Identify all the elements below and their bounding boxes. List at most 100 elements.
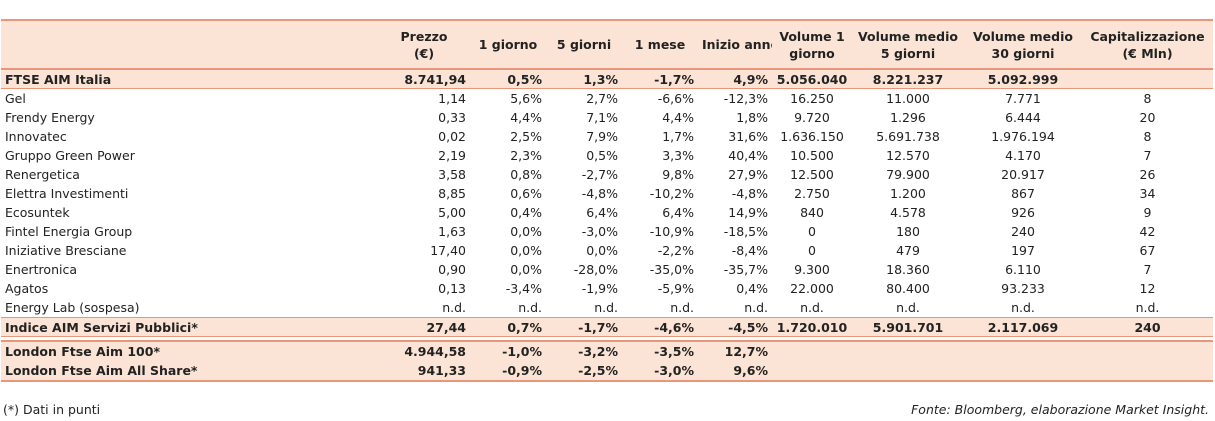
table-cell: n.d. <box>1135 300 1160 315</box>
table-cell: -2,5% <box>546 361 622 382</box>
header-capitalizzazione: Capitalizzazione (€ Mln) <box>1082 19 1213 70</box>
table-cell: 11.000 <box>886 91 930 106</box>
table-cell <box>772 361 852 382</box>
table-cell: 2.117.069 <box>964 317 1082 337</box>
table-cell: -35,0% <box>649 262 694 277</box>
table-cell: 1,7% <box>662 129 694 144</box>
table-cell: n.d. <box>744 300 768 315</box>
separator-cell <box>1082 336 1213 341</box>
separator-cell <box>852 336 964 341</box>
table-cell: 12.570 <box>886 148 930 163</box>
table-row: Innovatec 0,02 2,5% 7,9% 1,7% 31,6% 1.636.150 5… <box>1 127 1213 146</box>
table-cell: -2,7% <box>581 167 618 182</box>
table-cell: 0,0% <box>510 262 542 277</box>
table-row: Energy Lab (sospesa) n.d. n.d. n.d. n.d. n.d.… <box>1 298 1213 318</box>
table-cell: n.d. <box>594 300 618 315</box>
separator-cell <box>622 336 698 341</box>
row-name: Indice AIM Servizi Pubblici* <box>1 317 378 337</box>
table-cell: 7 <box>1143 262 1152 277</box>
footnote: (*) Dati in punti <box>3 402 101 417</box>
table-cell <box>964 361 1082 382</box>
table-cell: -0,9% <box>470 361 546 382</box>
table-cell: -1,7% <box>546 317 622 337</box>
header-5-giorni: 5 giorni <box>546 19 622 70</box>
table-cell: 4.170 <box>1005 148 1041 163</box>
row-name: Fintel Energia Group <box>5 224 133 239</box>
row-name: Gel <box>5 91 26 106</box>
table-cell: -5,9% <box>657 281 694 296</box>
separator-cell <box>772 336 852 341</box>
table-cell: 27,44 <box>378 317 470 337</box>
table-cell: -28,0% <box>573 262 618 277</box>
table-cell: -3,2% <box>546 340 622 361</box>
table-cell: 8 <box>1143 129 1152 144</box>
table-cell: 1.296 <box>890 110 926 125</box>
table-row: Fintel Energia Group 1,63 0,0% -3,0% -10,9% -… <box>1 222 1213 241</box>
table-cell: 12 <box>1139 281 1156 296</box>
table-row: Renergetica 3,58 0,8% -2,7% 9,8% 27,9% 12.500 7… <box>1 165 1213 184</box>
table-cell: 17,40 <box>430 243 466 258</box>
table-cell: 197 <box>1011 243 1035 258</box>
table-cell: 6,4% <box>586 205 618 220</box>
table-cell: 2,3% <box>510 148 542 163</box>
table-cell <box>964 340 1082 361</box>
table-cell: 240 <box>1082 317 1213 337</box>
table-cell: 0,8% <box>510 167 542 182</box>
table-row: Iniziative Bresciane 17,40 0,0% 0,0% -2,2% -8… <box>1 241 1213 260</box>
table-cell: 0,13 <box>438 281 466 296</box>
table-cell: 16.250 <box>790 91 834 106</box>
table-cell: 5,6% <box>510 91 542 106</box>
table-cell: -35,7% <box>723 262 768 277</box>
table-cell: 867 <box>1011 186 1035 201</box>
row-name: Energy Lab (sospesa) <box>5 300 140 315</box>
table-cell: 5.901.701 <box>852 317 964 337</box>
index-row-aim-servizi-pubblici: Indice AIM Servizi Pubblici* 27,44 0,7% -1,… <box>1 317 1213 337</box>
header-prezzo: Prezzo (€) <box>378 19 470 70</box>
table-row: Elettra Investimenti 8,85 0,6% -4,8% -10,2% -… <box>1 184 1213 203</box>
table-cell: 0,0% <box>510 243 542 258</box>
table-cell: -1,9% <box>581 281 618 296</box>
table-row: Enertronica 0,90 0,0% -28,0% -35,0% -35,7% 9.3… <box>1 260 1213 279</box>
table-cell: 1.720.010 <box>772 317 852 337</box>
table-row: Gel 1,14 5,6% 2,7% -6,6% -12,3% 16.250 11.000 7.… <box>1 89 1213 109</box>
row-name: Agatos <box>5 281 49 296</box>
table-cell: -8,4% <box>731 243 768 258</box>
table-cell: 1.976.194 <box>991 129 1055 144</box>
table-cell: 67 <box>1139 243 1156 258</box>
table-cell: 6.444 <box>1005 110 1041 125</box>
table-cell: -3,5% <box>622 340 698 361</box>
table-cell: 4.944,58 <box>378 340 470 361</box>
london-index-row: London Ftse Aim 100* 4.944,58 -1,0% -3,2% -3… <box>1 340 1213 361</box>
table-cell: 26 <box>1139 167 1156 182</box>
london-index-row: London Ftse Aim All Share* 941,33 -0,9% -2,… <box>1 361 1213 382</box>
table-cell: -12,3% <box>723 91 768 106</box>
table-cell: 5.691.738 <box>876 129 940 144</box>
table-cell: 926 <box>1011 205 1035 220</box>
table-cell: -1,7% <box>622 68 698 89</box>
table-cell: 0,5% <box>586 148 618 163</box>
table-cell <box>1082 361 1213 382</box>
table-cell: 22.000 <box>790 281 834 296</box>
table-cell: 1,3% <box>546 68 622 89</box>
table-cell: -4,8% <box>581 186 618 201</box>
table-cell: 4.578 <box>890 205 926 220</box>
table-cell: n.d. <box>670 300 694 315</box>
row-name: Renergetica <box>5 167 80 182</box>
table-cell: 6.110 <box>1005 262 1041 277</box>
table-cell: 4,9% <box>698 68 772 89</box>
table-cell: -18,5% <box>723 224 768 239</box>
table-cell: -3,0% <box>622 361 698 382</box>
table-cell: n.d. <box>896 300 920 315</box>
row-name: FTSE AIM Italia <box>1 68 378 89</box>
table-cell: 0,6% <box>510 186 542 201</box>
table-cell: -4,5% <box>698 317 772 337</box>
table-cell: -6,6% <box>657 91 694 106</box>
header-volume-medio-5: Volume medio 5 giorni <box>852 19 964 70</box>
table-cell: 4,4% <box>510 110 542 125</box>
table-row: Agatos 0,13 -3,4% -1,9% -5,9% 0,4% 22.000 80.40… <box>1 279 1213 298</box>
table-cell: 80.400 <box>886 281 930 296</box>
table-row: Gruppo Green Power 2,19 2,3% 0,5% 3,3% 40,4% 1… <box>1 146 1213 165</box>
table-cell: -10,9% <box>649 224 694 239</box>
header-1-giorno: 1 giorno <box>470 19 546 70</box>
table-cell: 8.221.237 <box>852 68 964 89</box>
